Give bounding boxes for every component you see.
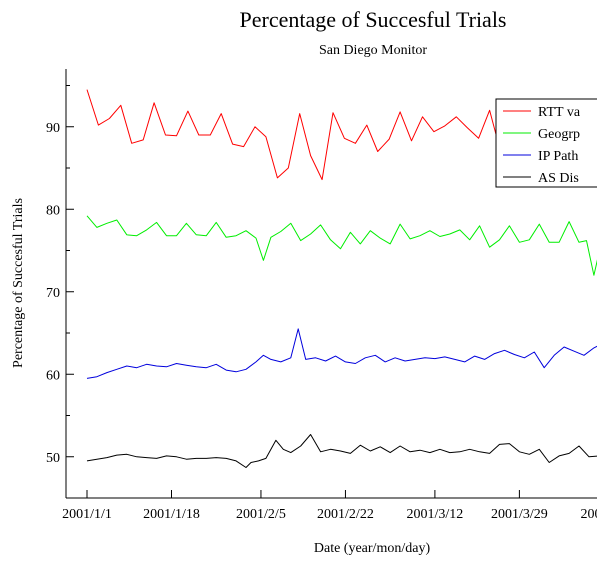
chart-subtitle: San Diego Monitor <box>319 43 427 58</box>
y-tick-label: 80 <box>46 203 60 218</box>
legend-label-1: RTT va <box>538 105 581 120</box>
y-tick-label: 60 <box>46 368 60 383</box>
legend-label-4: AS Dis <box>538 171 579 186</box>
y-tick-label: 90 <box>46 121 60 136</box>
series-line-3 <box>86 328 597 379</box>
x-tick-label: 2001/2/22 <box>317 507 374 522</box>
y-tick-label: 70 <box>46 286 60 301</box>
series-layer <box>86 89 597 468</box>
legend-items: RTT va Geogrp IP Path AS Dis <box>503 105 581 186</box>
legend-label-3: IP Path <box>538 149 578 164</box>
chart-title: Percentage of Succesful Trials <box>240 7 507 32</box>
x-tick-label: 2001/3/29 <box>491 507 548 522</box>
x-tick-label: 2001/1/18 <box>143 507 200 522</box>
x-axis-label: Date (year/mon/day) <box>314 541 431 556</box>
ticks-layer: 50 60 70 80 90 2001/1/1 2001/1/18 2001/2/5 2001/… <box>46 85 597 522</box>
axes-layer <box>65 69 597 499</box>
x-tick-label: 2001/4/15 <box>580 507 597 522</box>
series-line-1 <box>86 89 502 181</box>
y-axis-label: Percentage of Succesful Trials <box>11 198 26 368</box>
legend: RTT va Geogrp IP Path AS Dis <box>495 98 597 188</box>
legend-box <box>495 98 597 188</box>
series-line-4 <box>86 434 597 468</box>
x-tick-label: 2001/1/1 <box>62 507 112 522</box>
x-tick-label: 2001/2/5 <box>236 507 286 522</box>
legend-label-2: Geogrp <box>538 127 580 142</box>
series-line-2 <box>86 215 597 276</box>
x-tick-label: 2001/3/12 <box>407 507 464 522</box>
y-tick-label: 50 <box>46 451 60 466</box>
